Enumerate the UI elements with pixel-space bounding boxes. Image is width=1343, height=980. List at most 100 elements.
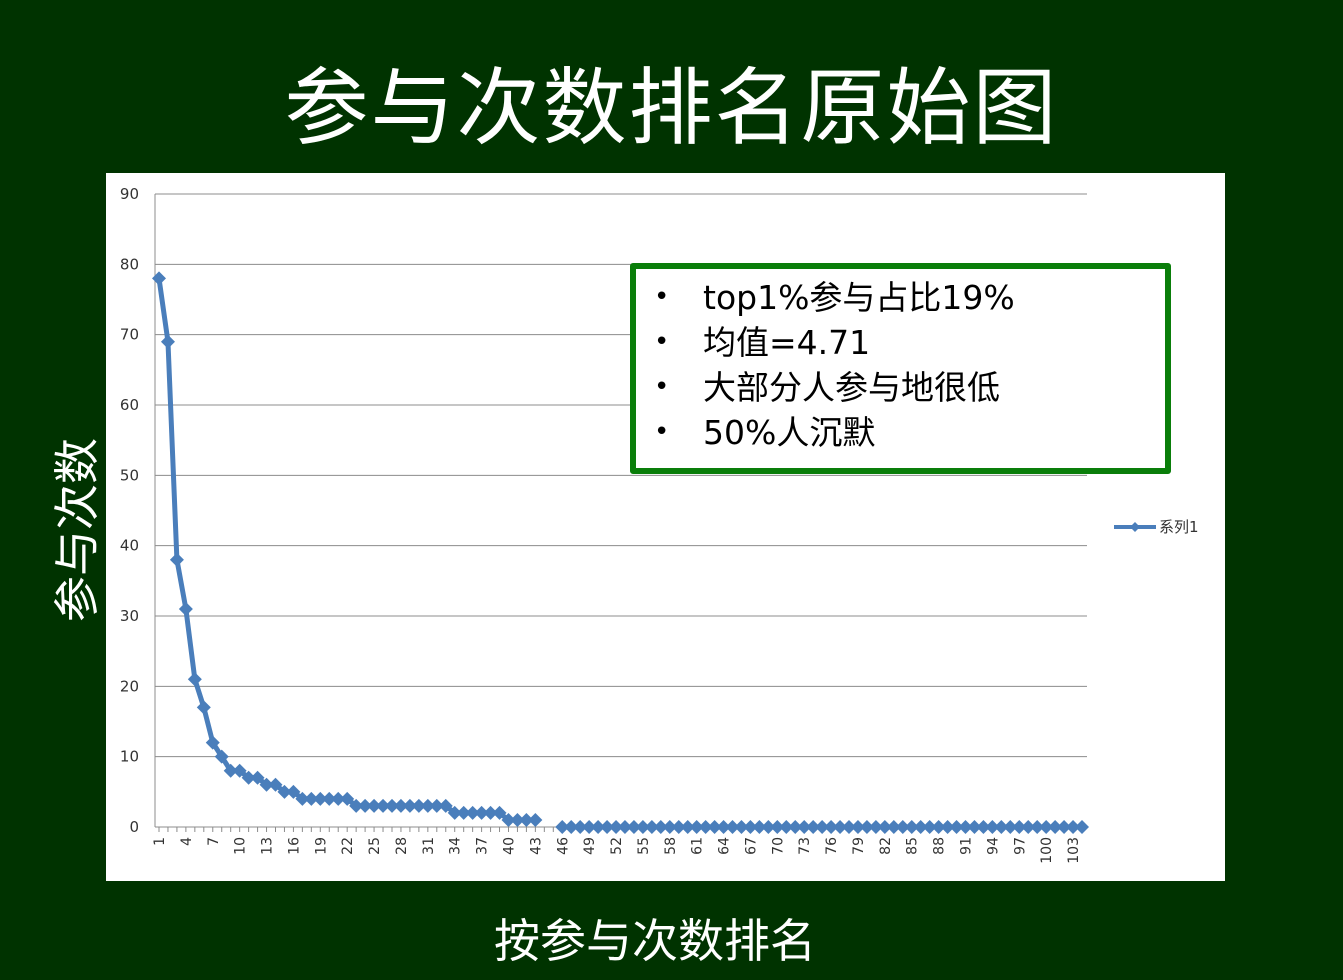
bullet-icon: • bbox=[654, 372, 670, 402]
x-tick-label: 100 bbox=[1039, 837, 1055, 864]
data-point bbox=[205, 735, 220, 750]
data-point bbox=[1075, 820, 1089, 834]
x-tick-label: 52 bbox=[609, 837, 625, 855]
data-point bbox=[241, 770, 256, 785]
data-point bbox=[967, 820, 982, 834]
data-point bbox=[600, 820, 615, 834]
x-tick-label: 85 bbox=[905, 837, 921, 855]
x-axis-title: 按参与次数排名 bbox=[494, 914, 816, 968]
data-point bbox=[752, 820, 767, 834]
data-point bbox=[617, 820, 632, 834]
data-point bbox=[626, 820, 641, 834]
x-tick-label: 37 bbox=[475, 837, 491, 855]
x-tick-label: 64 bbox=[717, 837, 733, 855]
bullet-icon: • bbox=[654, 417, 670, 447]
data-point bbox=[331, 791, 346, 806]
data-point bbox=[1021, 820, 1036, 834]
data-point bbox=[797, 820, 812, 834]
data-point bbox=[644, 820, 659, 834]
x-tick-label: 31 bbox=[421, 837, 437, 855]
data-point bbox=[725, 820, 740, 834]
data-point bbox=[842, 820, 857, 834]
legend-label: 系列1 bbox=[1159, 518, 1199, 536]
data-point bbox=[824, 820, 839, 834]
data-point bbox=[340, 791, 355, 806]
data-point bbox=[250, 770, 265, 785]
data-point bbox=[877, 820, 892, 834]
data-point bbox=[447, 805, 462, 820]
annotation-text: 50%人沉默 bbox=[703, 413, 876, 452]
data-point bbox=[196, 700, 211, 715]
data-point bbox=[949, 820, 964, 834]
x-tick-label: 40 bbox=[501, 837, 517, 855]
data-point bbox=[940, 820, 955, 834]
y-tick-label: 40 bbox=[120, 537, 139, 555]
x-tick-label: 94 bbox=[985, 837, 1001, 855]
data-point bbox=[1066, 820, 1081, 834]
data-point bbox=[420, 798, 435, 813]
legend-line-marker-icon bbox=[1114, 521, 1156, 532]
data-point bbox=[976, 820, 991, 834]
x-tick-label: 22 bbox=[340, 837, 356, 855]
x-tick-label: 7 bbox=[206, 837, 222, 846]
data-point bbox=[707, 820, 722, 834]
x-tick-label: 61 bbox=[690, 837, 706, 855]
data-point bbox=[564, 820, 579, 834]
data-point bbox=[160, 334, 175, 349]
data-point bbox=[438, 798, 453, 813]
data-point bbox=[833, 820, 848, 834]
data-point bbox=[268, 777, 283, 792]
data-point bbox=[492, 805, 507, 820]
data-point bbox=[591, 820, 606, 834]
annotation-list: • top1%参与占比19% • 均值=4.71 • 大部分人参与地很低 • 50%人沉… bbox=[646, 275, 1165, 455]
data-point bbox=[358, 798, 373, 813]
data-point bbox=[994, 820, 1009, 834]
y-tick-label: 20 bbox=[120, 677, 139, 695]
x-tick-label: 79 bbox=[851, 837, 867, 855]
data-point bbox=[1039, 820, 1054, 834]
data-point bbox=[304, 791, 319, 806]
x-tick-label: 1 bbox=[152, 837, 168, 846]
x-tick-label: 4 bbox=[179, 837, 195, 846]
data-point bbox=[519, 812, 534, 827]
x-tick-label: 97 bbox=[1012, 837, 1028, 855]
bullet-icon: • bbox=[654, 327, 670, 357]
data-point bbox=[922, 820, 937, 834]
data-point bbox=[178, 601, 193, 616]
x-tick-label: 16 bbox=[286, 837, 302, 855]
y-tick-label: 50 bbox=[120, 466, 139, 484]
data-point bbox=[806, 820, 821, 834]
data-point bbox=[429, 798, 444, 813]
data-point bbox=[349, 798, 364, 813]
data-point bbox=[895, 820, 910, 834]
y-tick-label: 60 bbox=[120, 396, 139, 414]
data-point bbox=[609, 820, 624, 834]
data-point bbox=[662, 820, 677, 834]
x-tick-label: 10 bbox=[233, 837, 249, 855]
annotation-text: 大部分人参与地很低 bbox=[703, 368, 1000, 407]
data-point bbox=[653, 820, 668, 834]
annotation-item: • top1%参与占比19% bbox=[646, 275, 1165, 320]
y-axis-title: 参与次数 bbox=[50, 438, 104, 622]
data-point bbox=[286, 784, 301, 799]
legend: 系列1 bbox=[1114, 516, 1199, 537]
data-point bbox=[913, 820, 928, 834]
data-point bbox=[456, 805, 471, 820]
y-tick-label: 0 bbox=[129, 818, 139, 836]
data-point bbox=[295, 791, 310, 806]
y-tick-label: 30 bbox=[120, 607, 139, 625]
y-tick-label: 90 bbox=[120, 185, 139, 203]
data-point bbox=[1057, 820, 1072, 834]
data-point bbox=[402, 798, 417, 813]
x-tick-label: 70 bbox=[770, 837, 786, 855]
data-point bbox=[474, 805, 489, 820]
slide-title: 参与次数排名原始图 bbox=[284, 59, 1059, 157]
annotation-item: • 50%人沉默 bbox=[646, 410, 1165, 455]
data-point bbox=[322, 791, 337, 806]
y-tick-label: 10 bbox=[120, 748, 139, 766]
annotation-text: top1%参与占比19% bbox=[703, 278, 1015, 317]
y-tick-label: 80 bbox=[120, 255, 139, 273]
x-tick-label: 19 bbox=[313, 837, 329, 855]
data-point bbox=[277, 784, 292, 799]
data-point bbox=[635, 820, 650, 834]
